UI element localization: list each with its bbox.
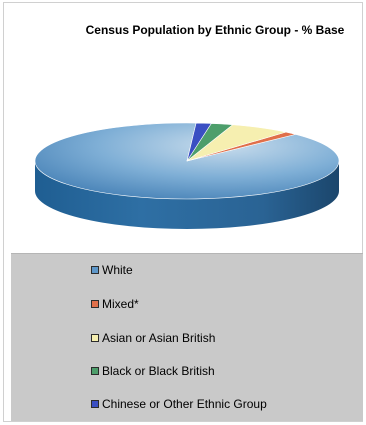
legend: White Mixed* Asian or Asian British Blac… (11, 253, 363, 421)
pie-top (34, 122, 340, 200)
legend-item-mixed: Mixed* (91, 296, 139, 312)
slice-chinese-other (186, 122, 212, 162)
legend-item-black: Black or Black British (91, 363, 215, 379)
legend-item-asian: Asian or Asian British (91, 330, 215, 346)
legend-swatch-asian (91, 334, 99, 342)
legend-label-white: White (102, 263, 133, 277)
legend-swatch-black (91, 367, 99, 375)
legend-item-white: White (91, 262, 133, 278)
legend-label-chinese-other: Chinese or Other Ethnic Group (102, 397, 267, 411)
legend-label-mixed: Mixed* (102, 297, 139, 311)
pie-side-wall (35, 161, 339, 229)
legend-item-chinese-other: Chinese or Other Ethnic Group (91, 396, 267, 412)
legend-label-asian: Asian or Asian British (102, 331, 216, 345)
legend-label-black: Black or Black British (102, 364, 215, 378)
legend-swatch-white (91, 266, 99, 274)
chart-title: Census Population by Ethnic Group - % Ba… (85, 23, 345, 37)
legend-swatch-mixed (91, 300, 99, 308)
pie-side (35, 161, 339, 229)
legend-swatch-chinese-other (91, 400, 99, 408)
